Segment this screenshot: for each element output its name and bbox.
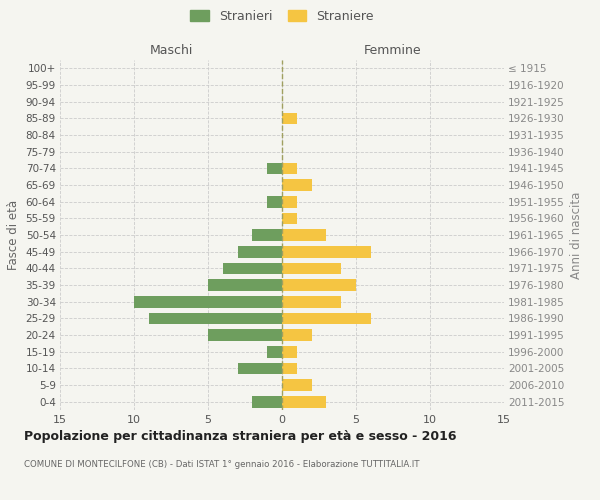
Bar	[134, 296, 282, 308]
Text: COMUNE DI MONTECILFONE (CB) - Dati ISTAT 1° gennaio 2016 - Elaborazione TUTTITAL: COMUNE DI MONTECILFONE (CB) - Dati ISTAT…	[24, 460, 419, 469]
Bar	[149, 312, 282, 324]
Bar	[282, 296, 341, 308]
Bar	[238, 362, 282, 374]
Bar	[282, 346, 297, 358]
Bar	[282, 229, 326, 241]
Bar	[238, 246, 282, 258]
Y-axis label: Anni di nascita: Anni di nascita	[571, 192, 583, 278]
Bar	[253, 396, 282, 407]
Bar	[253, 229, 282, 241]
Text: Femmine: Femmine	[364, 44, 422, 57]
Bar	[282, 396, 326, 407]
Bar	[282, 379, 311, 391]
Bar	[208, 329, 282, 341]
Bar	[282, 179, 311, 191]
Bar	[282, 162, 297, 174]
Bar	[267, 162, 282, 174]
Bar	[282, 279, 356, 291]
Bar	[267, 346, 282, 358]
Bar	[208, 279, 282, 291]
Bar	[282, 196, 297, 207]
Bar	[282, 262, 341, 274]
Legend: Stranieri, Straniere: Stranieri, Straniere	[185, 5, 379, 28]
Bar	[267, 196, 282, 207]
Bar	[282, 246, 371, 258]
Bar	[282, 362, 297, 374]
Bar	[223, 262, 282, 274]
Text: Maschi: Maschi	[149, 44, 193, 57]
Bar	[282, 329, 311, 341]
Bar	[282, 212, 297, 224]
Y-axis label: Fasce di età: Fasce di età	[7, 200, 20, 270]
Bar	[282, 312, 371, 324]
Bar	[282, 112, 297, 124]
Text: Popolazione per cittadinanza straniera per età e sesso - 2016: Popolazione per cittadinanza straniera p…	[24, 430, 457, 443]
